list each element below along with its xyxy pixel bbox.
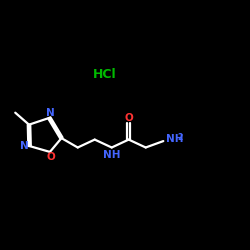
Text: NH: NH <box>166 134 183 143</box>
Text: N: N <box>46 108 55 118</box>
Text: O: O <box>124 113 133 123</box>
Text: N: N <box>20 140 28 150</box>
Text: O: O <box>46 152 55 162</box>
Text: 2: 2 <box>177 132 182 141</box>
Text: NH: NH <box>103 150 120 160</box>
Text: HCl: HCl <box>93 68 117 82</box>
